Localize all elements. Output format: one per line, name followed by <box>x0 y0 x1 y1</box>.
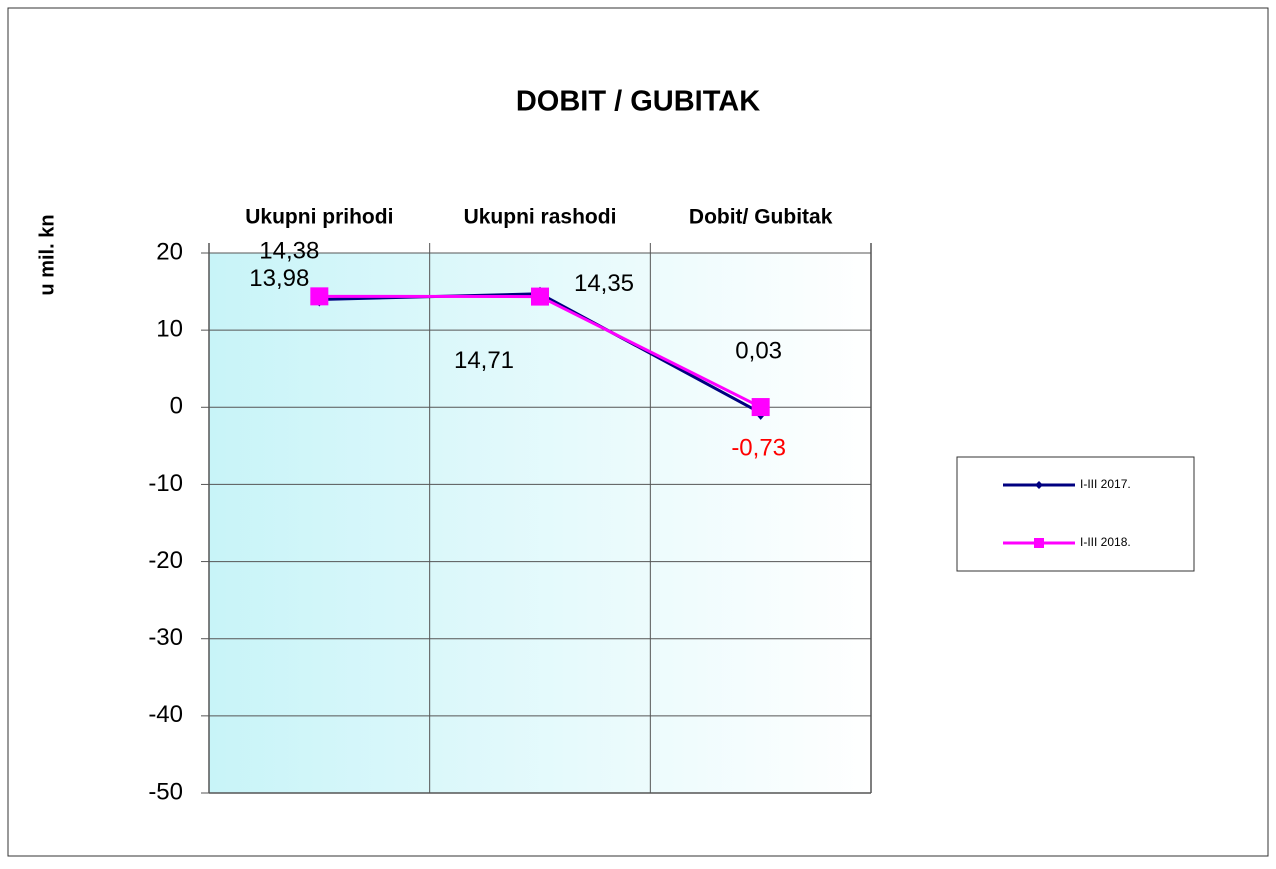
legend-label: I-III 2017. <box>1080 477 1131 491</box>
data-label: 13,98 <box>249 265 309 292</box>
plot-area <box>209 253 871 793</box>
legend <box>956 456 1195 572</box>
data-label: 14,35 <box>574 270 634 297</box>
x-tick-label: Ukupni rashodi <box>464 206 617 229</box>
y-tick-label: 20 <box>156 238 183 265</box>
y-tick-label: -20 <box>148 547 183 574</box>
marker <box>751 398 770 417</box>
data-label: 14,38 <box>259 238 319 265</box>
y-tick-label: 10 <box>156 315 183 342</box>
legend-label: I-III 2018. <box>1080 535 1131 549</box>
frame <box>7 7 1269 857</box>
y-tick-label: 0 <box>170 393 183 420</box>
data-label: 14,71 <box>454 347 514 374</box>
data-label: -0,73 <box>731 434 786 461</box>
y-axis-label: u mil. kn <box>36 214 58 295</box>
data-label: 0,03 <box>735 337 782 364</box>
chart-title: DOBIT / GUBITAK <box>516 86 760 118</box>
y-tick-label: -50 <box>148 778 183 805</box>
y-tick-label: -30 <box>148 624 183 651</box>
x-tick-label: Ukupni prihodi <box>245 206 393 229</box>
y-tick-label: -10 <box>148 470 183 497</box>
y-tick-label: -40 <box>148 701 183 728</box>
x-tick-label: Dobit/ Gubitak <box>689 206 833 229</box>
legend-marker <box>1035 481 1043 489</box>
marker <box>310 287 329 306</box>
legend-marker <box>1034 538 1044 548</box>
marker <box>531 287 549 306</box>
